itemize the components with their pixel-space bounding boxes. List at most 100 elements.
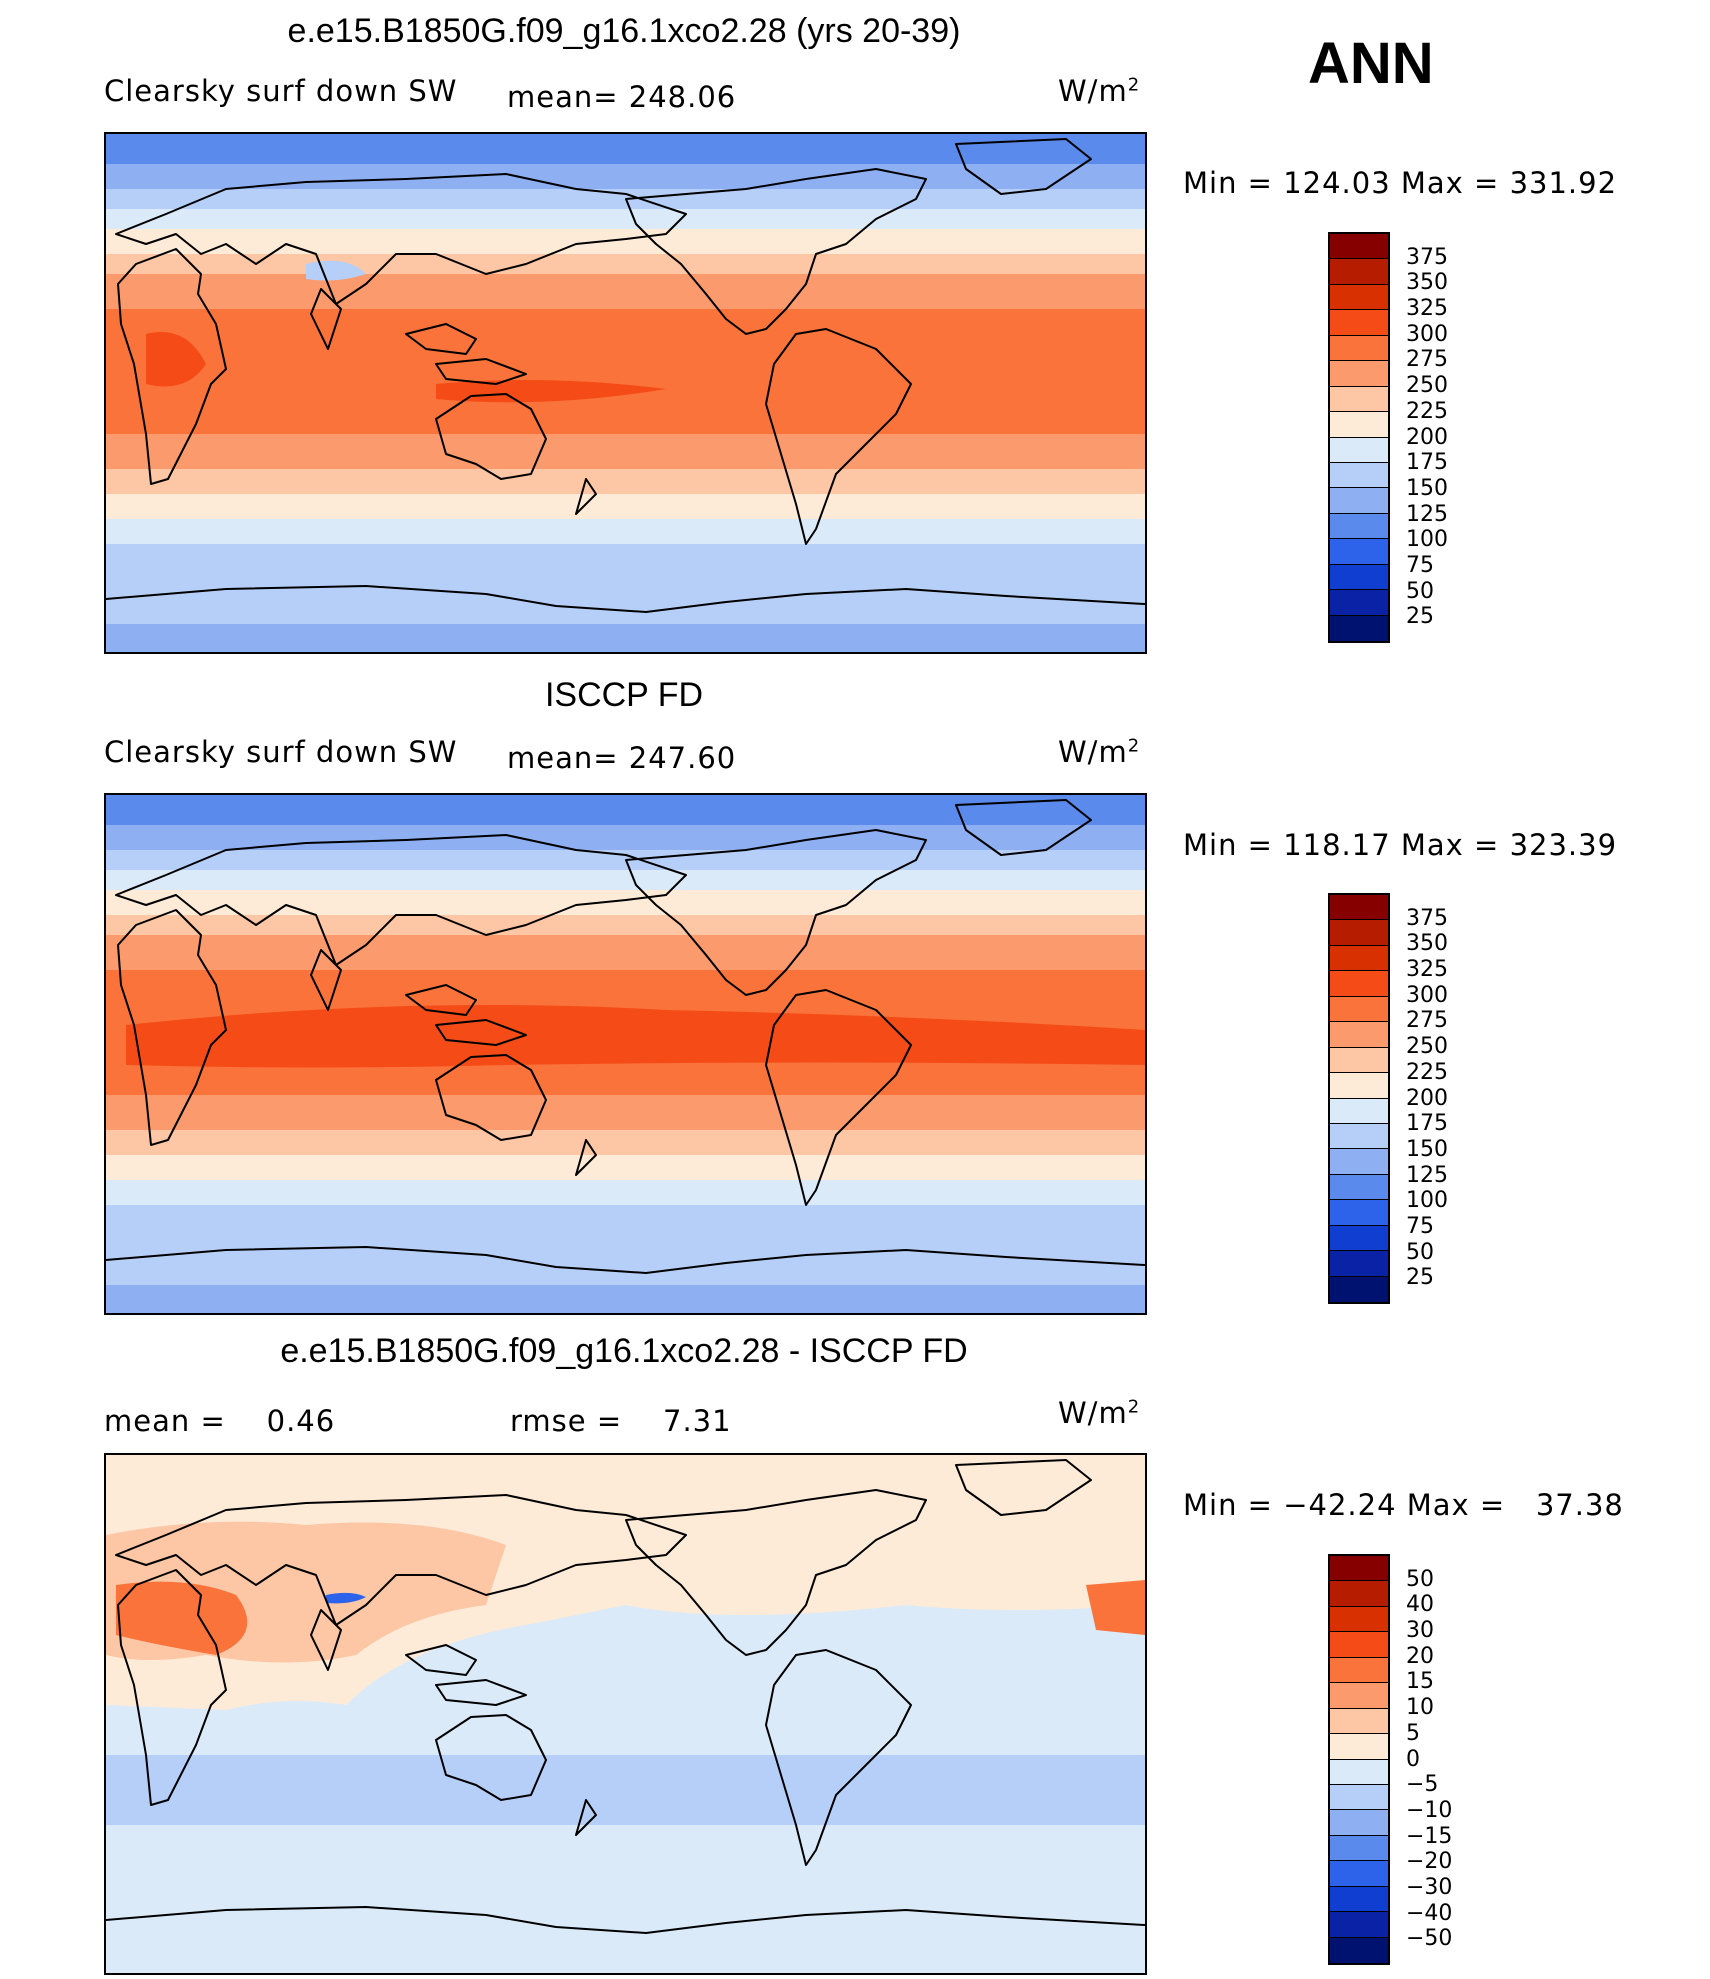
colorbar-swatch bbox=[1330, 1912, 1388, 1938]
coastline bbox=[575, 1139, 597, 1176]
season-label: ANN bbox=[1308, 31, 1434, 96]
colorbar-tick-label: 325 bbox=[1406, 957, 1448, 983]
lat-band bbox=[106, 254, 1145, 274]
colorbar-swatch bbox=[1330, 1251, 1388, 1277]
lat-band bbox=[106, 915, 1145, 935]
colorbar-swatch bbox=[1330, 1734, 1388, 1760]
lat-band bbox=[106, 1155, 1145, 1180]
coastline bbox=[625, 829, 927, 996]
colorbar-tick-label: 100 bbox=[1406, 527, 1448, 553]
colorbar-swatch bbox=[1330, 488, 1388, 514]
colorbar-tick-label: 150 bbox=[1406, 475, 1448, 501]
lat-band bbox=[106, 494, 1145, 519]
panel-title-obs: ISCCP FD bbox=[544, 676, 704, 714]
negative-band bbox=[106, 1755, 1145, 1825]
colorbar-swatch bbox=[1330, 234, 1388, 260]
colorbar-obs bbox=[1328, 893, 1390, 1304]
colorbar-swatch bbox=[1330, 1937, 1388, 1963]
colorbar-swatch bbox=[1330, 1810, 1388, 1836]
colorbar-tick-label: 10 bbox=[1406, 1695, 1434, 1721]
colorbar-swatch bbox=[1330, 1886, 1388, 1913]
colorbar-tick-label: 275 bbox=[1406, 1008, 1448, 1034]
colorbar-tick-label: −5 bbox=[1406, 1772, 1439, 1798]
minmax-diff: Min = −42.24 Max = 37.38 bbox=[1183, 1488, 1624, 1522]
colorbar-swatch bbox=[1330, 1708, 1388, 1735]
colorbar-tick-label: −15 bbox=[1406, 1823, 1453, 1849]
coastline bbox=[955, 1459, 1092, 1516]
colorbar-tick-label: 150 bbox=[1406, 1136, 1448, 1162]
lat-band bbox=[106, 434, 1145, 469]
colorbar-tick-label: 75 bbox=[1406, 1213, 1434, 1239]
colorbar-swatch bbox=[1330, 386, 1388, 413]
colorbar-swatch bbox=[1330, 284, 1388, 311]
lat-band bbox=[106, 519, 1145, 544]
lat-band bbox=[106, 1095, 1145, 1130]
colorbar-tick-label: 200 bbox=[1406, 1085, 1448, 1111]
colorbar-swatch bbox=[1330, 1581, 1388, 1607]
coastline bbox=[117, 1569, 227, 1806]
colorbar-tick-label: 40 bbox=[1406, 1592, 1434, 1618]
colorbar-tick-label: 375 bbox=[1406, 244, 1448, 270]
colorbar-swatch bbox=[1330, 513, 1388, 540]
colorbar-tick-label: 325 bbox=[1406, 296, 1448, 322]
colorbar-swatch bbox=[1330, 335, 1388, 362]
lat-band bbox=[106, 274, 1145, 309]
variable-label-obs: Clearsky surf down SW bbox=[104, 735, 458, 769]
colorbar-swatch bbox=[1330, 1556, 1388, 1582]
colorbar-tick-label: 100 bbox=[1406, 1188, 1448, 1214]
colorbar-swatch bbox=[1330, 1022, 1388, 1048]
variable-label-model: Clearsky surf down SW bbox=[104, 74, 458, 108]
coastline bbox=[310, 1609, 342, 1671]
colorbar-tick-label: 225 bbox=[1406, 398, 1448, 424]
lat-band bbox=[106, 795, 1145, 825]
coastline bbox=[115, 173, 687, 305]
colorbar-swatch bbox=[1330, 1098, 1388, 1124]
lat-band bbox=[106, 1130, 1145, 1155]
colorbar-swatch bbox=[1330, 1657, 1388, 1684]
units-label-obs: W/m2 bbox=[1058, 735, 1141, 769]
colorbar-tick-label: 50 bbox=[1406, 1239, 1434, 1265]
map-model bbox=[104, 132, 1147, 654]
colorbar-diff bbox=[1328, 1554, 1390, 1965]
lat-band bbox=[106, 870, 1145, 890]
lat-band bbox=[106, 1205, 1145, 1235]
units-label-diff: W/m2 bbox=[1058, 1396, 1141, 1430]
colorbar-tick-label: 250 bbox=[1406, 373, 1448, 399]
colorbar-swatch bbox=[1330, 971, 1388, 997]
colorbar-tick-label: 50 bbox=[1406, 1566, 1434, 1592]
colorbar-tick-label: 300 bbox=[1406, 321, 1448, 347]
colorbar-tick-label: −40 bbox=[1406, 1900, 1453, 1926]
colorbar-swatch bbox=[1330, 1784, 1388, 1811]
colorbar-swatch bbox=[1330, 590, 1388, 616]
atlantic-max bbox=[1086, 1580, 1145, 1635]
lat-band bbox=[106, 624, 1145, 652]
colorbar-tick-label: 50 bbox=[1406, 578, 1434, 604]
colorbar-swatch bbox=[1330, 1123, 1388, 1150]
colorbar-tick-label: 175 bbox=[1406, 450, 1448, 476]
colorbar-swatch bbox=[1330, 462, 1388, 489]
coastline bbox=[310, 288, 342, 350]
colorbar-swatch bbox=[1330, 361, 1388, 387]
colorbar-tick-label: 275 bbox=[1406, 347, 1448, 373]
colorbar-tick-label: 5 bbox=[1406, 1720, 1420, 1746]
coastline bbox=[765, 989, 912, 1206]
coastline bbox=[310, 949, 342, 1011]
colorbar-tick-label: 175 bbox=[1406, 1111, 1448, 1137]
colorbar-swatch bbox=[1330, 539, 1388, 565]
panel-title-diff: e.e15.B1850G.f09_g16.1xco2.28 - ISCCP FD bbox=[280, 1332, 968, 1370]
coastline bbox=[106, 1246, 1145, 1274]
colorbar-tick-label: 200 bbox=[1406, 424, 1448, 450]
colorbar-swatch bbox=[1330, 1632, 1388, 1658]
coastline bbox=[435, 1054, 547, 1141]
colorbar-swatch bbox=[1330, 1606, 1388, 1633]
colorbar-tick-label: 350 bbox=[1406, 270, 1448, 296]
equatorial-max bbox=[436, 380, 666, 403]
colorbar-ticks-model: 375 350 325 300 275 250 225 200 175 150 125 100 75 50… bbox=[1406, 232, 1486, 643]
coastline bbox=[435, 1019, 527, 1046]
tibet-min bbox=[326, 1592, 366, 1604]
colorbar-tick-label: 75 bbox=[1406, 552, 1434, 578]
coastline bbox=[435, 358, 527, 385]
coastline bbox=[955, 138, 1092, 195]
coastline bbox=[575, 1799, 597, 1836]
lat-band bbox=[106, 574, 1145, 624]
